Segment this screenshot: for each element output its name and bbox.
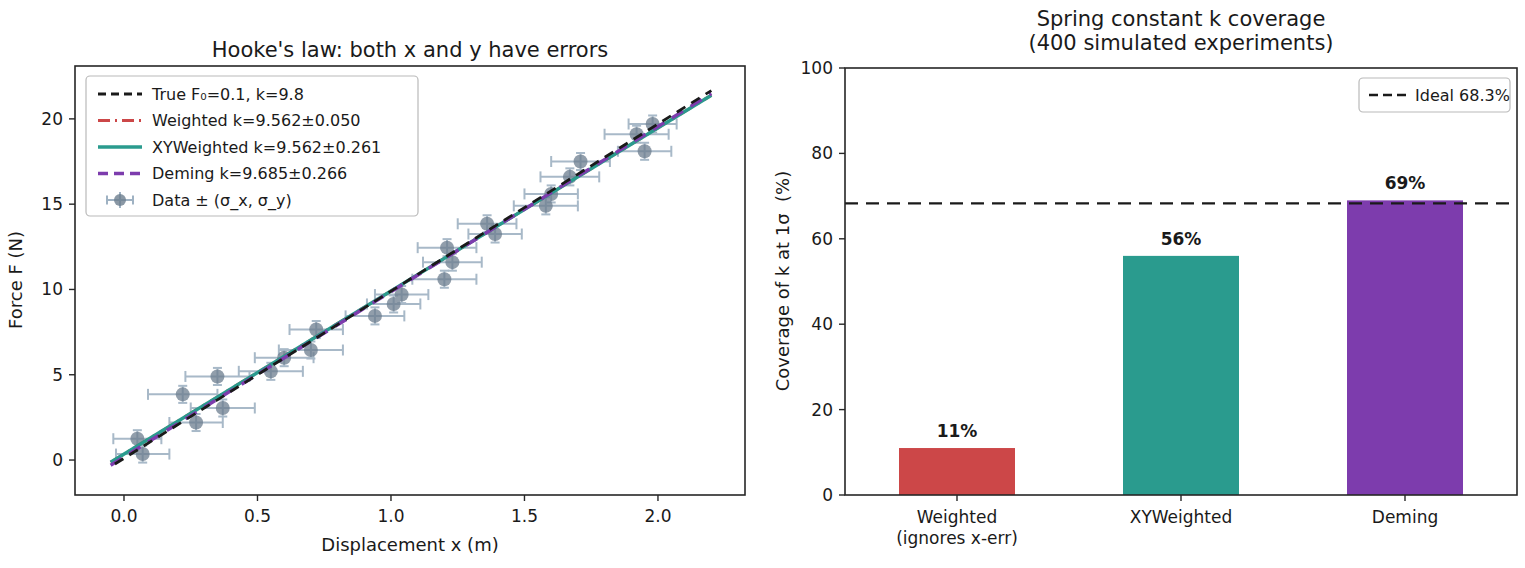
y-tick-label: 20 <box>811 400 833 420</box>
right-chart-title: Spring constant k coverage <box>1037 7 1326 31</box>
x-tick-label: 0.5 <box>244 506 271 526</box>
x-tick-label: 0.0 <box>110 506 137 526</box>
data-point <box>216 401 230 415</box>
y-tick-label: 0 <box>52 450 63 470</box>
data-point <box>437 272 451 286</box>
figure-canvas: 0.0 0.5 1.0 1.5 2.0 0 5 10 15 20 True F₀=0.1, k=9.… <box>0 0 1525 568</box>
right-chart-subtitle: (400 simulated experiments) <box>1028 31 1333 55</box>
category-label: Deming <box>1372 507 1438 527</box>
bar-value-label: 56% <box>1161 229 1202 249</box>
legend: True F₀=0.1, k=9.8 Weighted k=9.562±0.050… <box>86 76 418 216</box>
coverage-plot-area: 11% 56% 69% 0 20 40 60 80 100 Weighted(ignores x-… <box>801 58 1517 548</box>
x-tick-label: 2.0 <box>644 506 671 526</box>
bar-value-label: 11% <box>937 421 978 441</box>
y-tick-label: 100 <box>801 58 833 78</box>
y-tick-label: 5 <box>52 365 63 385</box>
left-chart-title: Hooke's law: both x and y have errors <box>212 38 608 62</box>
y-tick-label: 60 <box>811 229 833 249</box>
category-label: Weighted <box>917 507 997 527</box>
legend-label: XYWeighted k=9.562±0.261 <box>152 138 381 157</box>
legend-label: Ideal 68.3% <box>1415 86 1510 105</box>
legend-label: True F₀=0.1, k=9.8 <box>151 85 304 104</box>
y-tick-label: 0 <box>822 485 833 505</box>
bar-2 <box>1347 200 1463 495</box>
left-x-axis-label: Displacement x (m) <box>321 534 498 555</box>
x-tick-label: 1.5 <box>511 506 538 526</box>
y-tick-label: 15 <box>41 194 63 214</box>
coverage-bar-chart: 11% 56% 69% 0 20 40 60 80 100 Weighted(ignores x-… <box>762 0 1525 568</box>
x-tick-label: 1.0 <box>377 506 404 526</box>
bar-0 <box>899 448 1015 495</box>
legend-label: Data ± (σ_x, σ_y) <box>152 191 292 211</box>
hookes-law-chart: 0.0 0.5 1.0 1.5 2.0 0 5 10 15 20 True F₀=0.1, k=9.… <box>0 0 762 568</box>
category-label: (ignores x-err) <box>896 528 1018 548</box>
data-point <box>574 155 588 169</box>
y-tick-label: 10 <box>41 279 63 299</box>
left-y-axis-label: Force F (N) <box>5 231 26 329</box>
legend: Ideal 68.3% <box>1359 78 1510 112</box>
right-y-axis-label: Coverage of k at 1σ (%) <box>772 171 793 391</box>
y-tick-label: 40 <box>811 314 833 334</box>
data-point <box>638 144 652 158</box>
legend-data-marker <box>114 194 126 206</box>
data-point <box>210 369 224 383</box>
y-tick-label: 80 <box>811 143 833 163</box>
legend-label: Weighted k=9.562±0.050 <box>152 111 361 130</box>
data-point <box>368 309 382 323</box>
bar-value-label: 69% <box>1385 173 1426 193</box>
hookes-law-plot-area: 0.0 0.5 1.0 1.5 2.0 0 5 10 15 20 True F₀=0.1, k=9.… <box>41 66 745 526</box>
category-label: XYWeighted <box>1130 507 1233 527</box>
bar-1 <box>1123 256 1239 495</box>
data-point <box>176 387 190 401</box>
legend-label: Deming k=9.685±0.266 <box>152 164 347 183</box>
y-tick-label: 20 <box>41 109 63 129</box>
